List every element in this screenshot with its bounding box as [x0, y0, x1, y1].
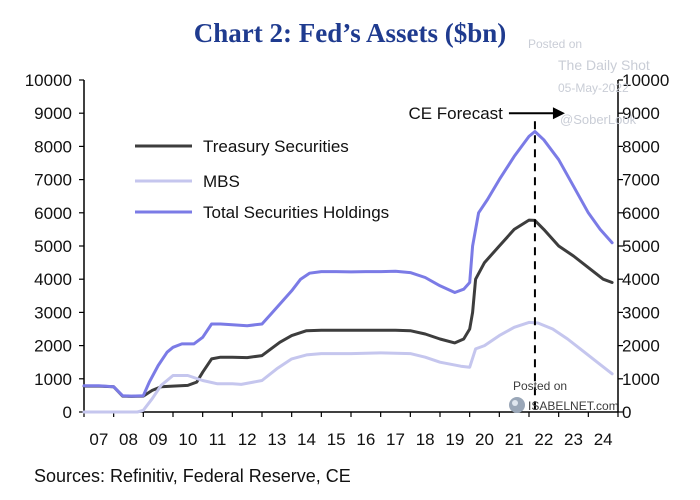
series-line-treasury-securities	[82, 218, 614, 398]
x-tick-label: 18	[416, 430, 435, 449]
legend-label-treasury-securities: Treasury Securities	[203, 137, 349, 156]
legend-label-mbs: MBS	[203, 172, 240, 191]
y-tick-label-right: 5000	[622, 237, 660, 256]
forecast-marker: CE Forecast	[408, 104, 565, 412]
chart-source: Sources: Refinitiv, Federal Reserve, CE	[34, 466, 351, 486]
x-tick-label: 24	[594, 430, 613, 449]
x-tick-label: 12	[238, 430, 257, 449]
y-tick-label-right: 1000	[622, 370, 660, 389]
watermark-posted-on-top: Posted on	[528, 37, 582, 51]
y-tick-label-left: 1000	[34, 370, 72, 389]
y-axis-left: 0 1000 2000 3000 4000 5000 6000 7000 8000 9000 100…	[25, 71, 84, 422]
legend: Treasury Securities MBS Total Securities H…	[135, 137, 389, 222]
chart-title: Chart 2: Fed’s Assets ($bn)	[194, 18, 507, 48]
y-tick-label-left: 5000	[34, 237, 72, 256]
y-tick-label-left: 7000	[34, 171, 72, 190]
isabelnet-globe-highlight-icon	[512, 400, 518, 406]
y-tick-label-right: 8000	[622, 137, 660, 156]
y-tick-label-right: 4000	[622, 270, 660, 289]
y-tick-label-left: 2000	[34, 337, 72, 356]
watermark-daily-shot: The Daily Shot	[558, 57, 650, 73]
axes	[83, 80, 619, 413]
y-tick-label-right: 3000	[622, 303, 660, 322]
x-tick-label: 16	[356, 430, 375, 449]
y-tick-label-right: 9000	[622, 104, 660, 123]
x-tick-label: 23	[564, 430, 583, 449]
y-tick-label-left: 9000	[34, 104, 72, 123]
isabelnet-watermark: Posted on ISABELNET.com	[509, 379, 619, 413]
x-tick-label: 07	[89, 430, 108, 449]
y-tick-label-left: 3000	[34, 303, 72, 322]
watermark-isabelnet: ISABELNET.com	[528, 399, 619, 413]
x-tick-label: 21	[505, 430, 524, 449]
x-axis: 07 08 09 10 11 12 13 14 15 16 17 18 19 20 21 22 23 24	[83, 412, 619, 449]
y-axis-right: 0 1000 2000 3000 4000 5000 6000 7000 8000 9000 100…	[618, 71, 669, 422]
x-tick-label: 10	[178, 430, 197, 449]
y-tick-label-left: 0	[63, 403, 72, 422]
x-tick-label: 19	[445, 430, 464, 449]
series-line-mbs	[82, 320, 614, 414]
watermark-handle: @SoberLook	[560, 112, 637, 127]
y-tick-label-right: 2000	[622, 337, 660, 356]
series-lines	[82, 130, 614, 414]
series-line-total-securities-holdings	[82, 130, 614, 398]
y-tick-label-right: 10000	[622, 71, 669, 90]
y-tick-label-left: 10000	[25, 71, 72, 90]
x-tick-label: 14	[297, 430, 316, 449]
x-tick-label: 15	[327, 430, 346, 449]
x-tick-label: 20	[475, 430, 494, 449]
x-tick-label: 08	[119, 430, 138, 449]
watermark-posted-on-bottom: Posted on	[513, 379, 567, 393]
x-tick-label: 22	[534, 430, 553, 449]
x-tick-label: 17	[386, 430, 405, 449]
legend-label-total-securities-holdings: Total Securities Holdings	[203, 203, 389, 222]
y-tick-label-right: 0	[622, 403, 631, 422]
x-tick-label: 09	[149, 430, 168, 449]
x-tick-label: 13	[267, 430, 286, 449]
y-tick-label-right: 7000	[622, 171, 660, 190]
annotation-ce-forecast: CE Forecast	[408, 104, 503, 123]
y-tick-label-left: 4000	[34, 270, 72, 289]
y-tick-label-left: 6000	[34, 204, 72, 223]
x-tick-label: 11	[209, 430, 227, 449]
y-tick-label-left: 8000	[34, 137, 72, 156]
forecast-arrow-head-icon	[552, 107, 565, 120]
watermark-date: 05-May-2022	[558, 81, 629, 95]
y-tick-label-right: 6000	[622, 204, 660, 223]
